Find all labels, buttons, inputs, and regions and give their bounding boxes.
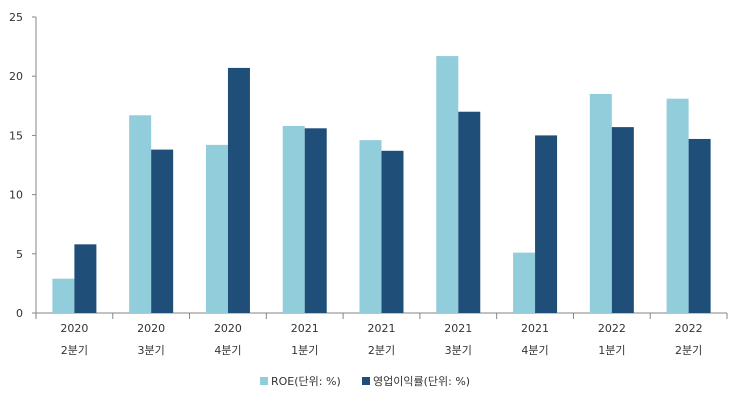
x-tick-label-year: 2020 (60, 322, 88, 335)
bar-roe (205, 144, 228, 313)
x-tick-label-quarter: 4분기 (214, 344, 241, 357)
x-tick-label-year: 2020 (137, 322, 165, 335)
y-tick-label: 20 (9, 70, 23, 83)
x-axis: 2020 2분기 2020 3분기 2020 4분기 2021 1분기 2021 2분기 2021 3… (35, 312, 728, 357)
bar-roe (589, 93, 612, 314)
bar-operating-margin (611, 127, 634, 313)
bar-operating-margin (688, 138, 711, 313)
x-tick-label-year: 2021 (444, 322, 472, 335)
legend-label-operating-margin: 영업이익률(단위: %) (373, 375, 470, 388)
bar-roe (282, 125, 305, 313)
bar-operating-margin (535, 135, 558, 313)
bar-roe (666, 98, 689, 313)
legend-swatch-operating-margin (362, 377, 370, 385)
bar-operating-margin (227, 67, 250, 313)
legend: ROE(단위: %) 영업이익률(단위: %) (260, 375, 470, 388)
x-tick-label-year: 2021 (291, 322, 319, 335)
x-tick-label-quarter: 1분기 (598, 344, 625, 357)
x-tick-label-quarter: 2분기 (368, 344, 395, 357)
legend-label-roe: ROE(단위: %) (271, 375, 341, 388)
bar-operating-margin (381, 150, 404, 313)
y-tick-label: 15 (9, 129, 23, 142)
legend-swatch-roe (260, 377, 268, 385)
y-tick-label: 0 (16, 307, 23, 320)
bar-operating-margin (74, 244, 97, 313)
bar-roe (129, 115, 152, 313)
bar-roe (436, 56, 459, 314)
x-tick-label-quarter: 2분기 (675, 344, 702, 357)
bar-roe (359, 140, 382, 313)
bar-roe (52, 278, 75, 313)
x-tick-label-quarter: 4분기 (521, 344, 548, 357)
y-tick-label: 25 (9, 11, 23, 24)
y-tick-label: 10 (9, 189, 23, 202)
y-tick-label: 5 (16, 248, 23, 261)
x-tick-label-year: 2020 (214, 322, 242, 335)
x-tick-label-quarter: 3분기 (445, 344, 472, 357)
x-tick-label-quarter: 1분기 (291, 344, 318, 357)
bars (52, 56, 711, 314)
x-tick-label-quarter: 3분기 (138, 344, 165, 357)
x-tick-label-year: 2021 (521, 322, 549, 335)
x-tick-label-year: 2022 (598, 322, 626, 335)
y-axis: 0 5 10 15 20 25 (9, 11, 37, 320)
x-tick-label-year: 2021 (368, 322, 396, 335)
x-tick-label-quarter: 2분기 (61, 344, 88, 357)
bar-operating-margin (458, 111, 481, 313)
bar-operating-margin (304, 128, 327, 313)
bar-operating-margin (151, 149, 174, 313)
bar-roe (513, 252, 536, 313)
x-tick-label-year: 2022 (675, 322, 703, 335)
